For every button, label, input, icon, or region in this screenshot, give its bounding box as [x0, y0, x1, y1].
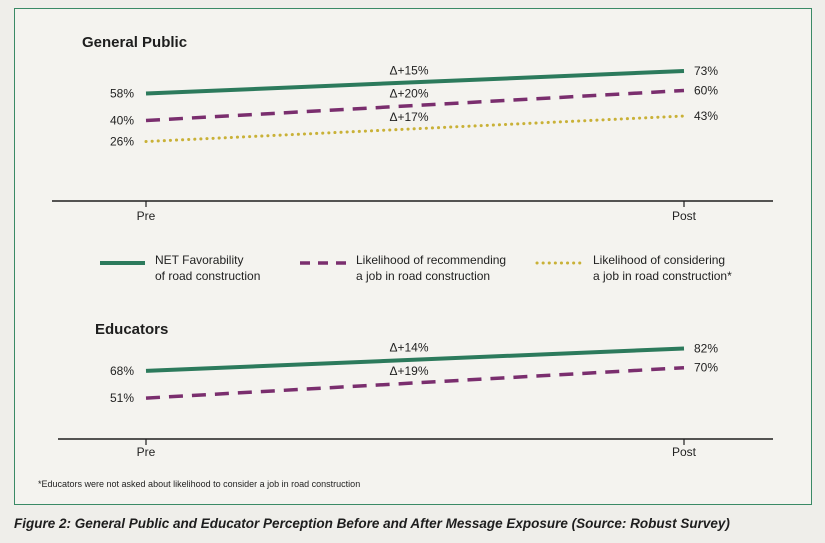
data-label-post-recommend: 60%	[694, 84, 718, 98]
series-line-net	[145, 69, 685, 96]
data-label-pre-net: 58%	[110, 87, 134, 101]
x-tick-label-post: Post	[672, 209, 697, 223]
data-label-pre-net: 68%	[110, 364, 134, 378]
data-label-post-net: 73%	[694, 64, 718, 78]
delta-label-consider: Δ+17%	[389, 110, 428, 124]
series-line-recommend	[145, 365, 685, 400]
legend-label-net-line1: NET Favorability	[155, 253, 243, 267]
footnote: *Educators were not asked about likeliho…	[38, 479, 361, 489]
legend-label-consider-line1: Likelihood of considering	[593, 253, 725, 267]
data-label-pre-recommend: 40%	[110, 114, 134, 128]
panel-title: General Public	[82, 34, 187, 51]
legend-label-recommend-line1: Likelihood of recommending	[356, 253, 506, 267]
legend-label-consider-line2: a job in road construction*	[593, 269, 732, 283]
data-label-post-recommend: 70%	[694, 361, 718, 375]
legend-label-recommend-line2: a job in road construction	[356, 269, 490, 283]
panel-title: Educators	[95, 321, 168, 338]
series-line-consider	[144, 114, 686, 143]
delta-label-recommend: Δ+19%	[389, 364, 428, 378]
delta-label-net: Δ+15%	[389, 63, 428, 77]
legend-label-net-line2: of road construction	[155, 269, 260, 283]
delta-label-net: Δ+14%	[389, 341, 428, 355]
x-tick-label-pre: Pre	[137, 209, 156, 223]
data-label-pre-recommend: 51%	[110, 391, 134, 405]
data-label-pre-consider: 26%	[110, 135, 134, 149]
data-label-post-net: 82%	[694, 342, 718, 356]
x-tick-label-post: Post	[672, 445, 697, 459]
figure-caption: Figure 2: General Public and Educator Pe…	[14, 516, 730, 531]
series-line-recommend	[145, 88, 685, 123]
data-label-post-consider: 43%	[694, 109, 718, 123]
x-tick-label-pre: Pre	[137, 445, 156, 459]
delta-label-recommend: Δ+20%	[389, 87, 428, 101]
series-line-net	[145, 346, 685, 373]
